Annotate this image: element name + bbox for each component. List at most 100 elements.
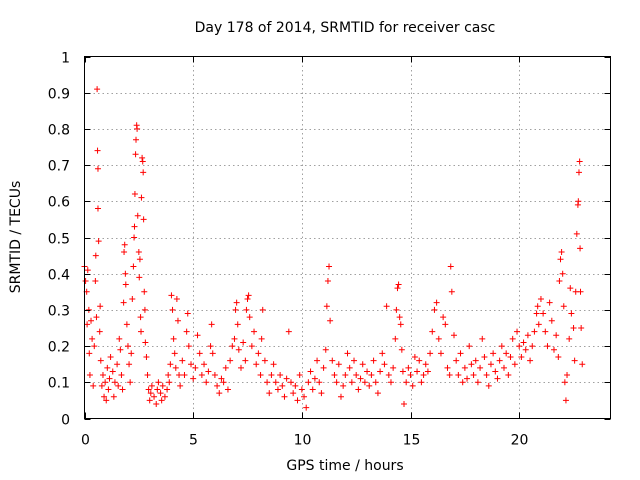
data-point xyxy=(403,379,410,386)
data-point xyxy=(292,382,299,389)
data-point xyxy=(418,379,425,386)
data-point xyxy=(255,350,262,357)
data-point xyxy=(348,379,355,386)
y-tick-label: 0.9 xyxy=(48,87,70,103)
data-point xyxy=(446,372,453,379)
data-point xyxy=(427,350,434,357)
data-point xyxy=(568,310,575,317)
data-point xyxy=(429,328,436,335)
data-point xyxy=(437,350,444,357)
y-tick-label: 0.7 xyxy=(48,159,70,175)
data-point xyxy=(575,198,582,205)
data-point xyxy=(514,328,521,335)
data-point xyxy=(431,306,438,313)
data-point xyxy=(259,306,266,313)
data-point xyxy=(84,321,91,328)
data-point xyxy=(129,296,136,303)
data-point xyxy=(322,346,329,353)
data-point xyxy=(248,343,255,350)
data-point xyxy=(392,335,399,342)
data-point xyxy=(535,321,542,328)
data-point xyxy=(245,292,252,299)
data-point xyxy=(110,393,117,400)
data-point xyxy=(134,125,141,132)
data-point xyxy=(95,238,102,245)
data-point xyxy=(294,397,301,404)
data-point xyxy=(116,335,123,342)
data-point xyxy=(91,343,98,350)
data-point xyxy=(243,306,250,313)
data-point xyxy=(577,245,584,252)
data-point xyxy=(359,361,366,368)
data-point xyxy=(459,379,466,386)
data-point xyxy=(279,382,286,389)
data-point xyxy=(542,328,549,335)
data-point xyxy=(185,343,192,350)
data-point xyxy=(379,350,386,357)
data-point xyxy=(377,368,384,375)
data-point xyxy=(559,270,566,277)
data-point xyxy=(132,151,139,158)
data-point xyxy=(93,314,100,321)
data-point xyxy=(490,350,497,357)
data-point xyxy=(151,393,158,400)
data-point xyxy=(474,379,481,386)
data-point xyxy=(324,277,331,284)
data-point xyxy=(399,368,406,375)
data-point xyxy=(131,234,138,241)
data-point xyxy=(340,382,347,389)
data-point xyxy=(94,205,101,212)
data-point xyxy=(84,267,91,274)
x-tick-label: 10 xyxy=(294,433,312,449)
data-point xyxy=(496,357,503,364)
data-point xyxy=(136,256,143,263)
data-point xyxy=(483,372,490,379)
data-point xyxy=(144,372,151,379)
data-point xyxy=(209,350,216,357)
data-point xyxy=(88,317,95,324)
data-point xyxy=(537,296,544,303)
data-point xyxy=(566,335,573,342)
data-point xyxy=(97,303,104,310)
data-point xyxy=(277,372,284,379)
data-point xyxy=(298,386,305,393)
grid-layer xyxy=(84,56,611,419)
data-point xyxy=(176,372,183,379)
data-point xyxy=(283,375,290,382)
data-point xyxy=(82,277,89,284)
data-point xyxy=(477,364,484,371)
data-point xyxy=(107,353,114,360)
data-point xyxy=(118,372,125,379)
data-point xyxy=(281,393,288,400)
data-point xyxy=(461,364,468,371)
data-point xyxy=(130,263,137,270)
data-point xyxy=(531,328,538,335)
data-point xyxy=(416,357,423,364)
data-point xyxy=(337,393,344,400)
data-point xyxy=(235,346,242,353)
data-point xyxy=(207,343,214,350)
data-point xyxy=(368,372,375,379)
data-point xyxy=(148,382,155,389)
data-point xyxy=(138,328,145,335)
data-point xyxy=(405,364,412,371)
data-point xyxy=(520,339,527,346)
data-point xyxy=(237,364,244,371)
data-point xyxy=(448,288,455,295)
data-point xyxy=(169,306,176,313)
data-point xyxy=(274,386,281,393)
tick-layer xyxy=(84,56,611,420)
data-point xyxy=(126,361,133,368)
data-point xyxy=(153,401,160,408)
data-point xyxy=(433,299,440,306)
data-point xyxy=(139,154,146,161)
data-point xyxy=(397,321,404,328)
data-point xyxy=(414,368,421,375)
data-point xyxy=(374,390,381,397)
data-point xyxy=(246,314,253,321)
data-point xyxy=(272,379,279,386)
data-point xyxy=(242,357,249,364)
data-point xyxy=(440,314,447,321)
data-point xyxy=(346,364,353,371)
